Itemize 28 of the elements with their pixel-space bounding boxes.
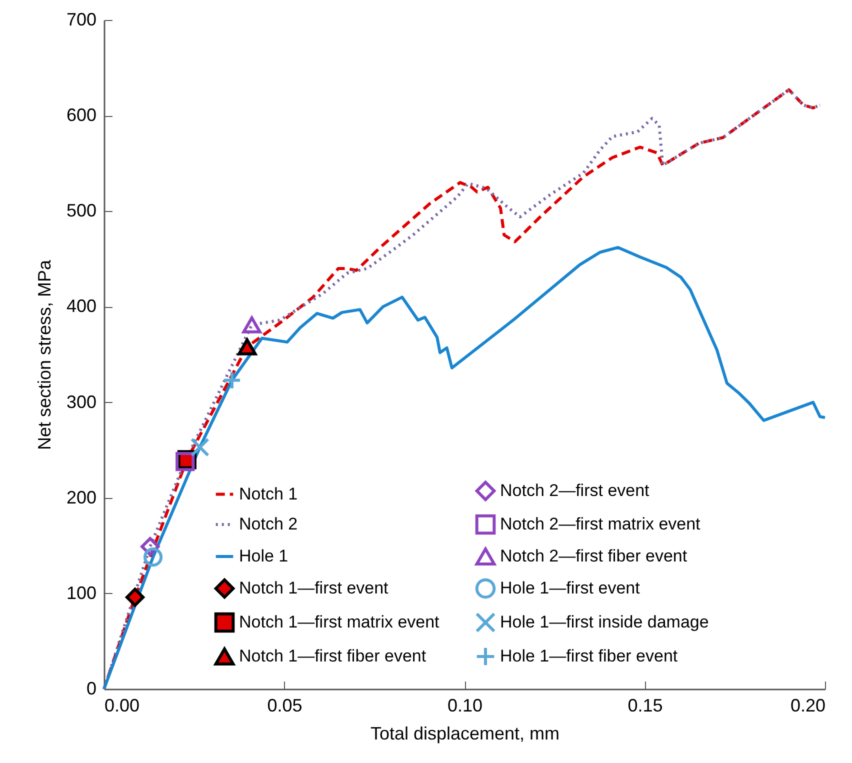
y-tick-label: 700	[66, 10, 96, 30]
y-tick-label: 200	[66, 487, 96, 508]
x-tick-label: 0.20	[790, 696, 826, 716]
x-tick-label: 0.10	[447, 696, 483, 716]
legend-label: Notch 2—first event	[500, 480, 650, 500]
legend-label: Notch 1—first matrix event	[239, 612, 440, 632]
y-tick-label: 300	[66, 392, 96, 412]
x-tick-label: 0.00	[104, 696, 140, 716]
legend-label: Notch 1—first event	[239, 578, 389, 598]
legend-label: Hole 1	[239, 546, 288, 566]
legend-label: Hole 1—first fiber event	[500, 646, 678, 666]
y-tick-label: 400	[66, 296, 96, 316]
legend-label: Notch 1	[239, 484, 298, 504]
legend-label: Notch 2—first matrix event	[500, 514, 701, 534]
y-tick-label: 100	[66, 582, 96, 603]
y-axis-title: Net section stress, MPa	[34, 258, 54, 450]
legend-label: Notch 2	[239, 514, 298, 534]
x-tick-label: 0.15	[628, 696, 663, 716]
line-series	[102, 88, 822, 690]
y-tick-label: 600	[66, 105, 96, 126]
legend-label: Hole 1—first inside damage	[500, 612, 709, 632]
y-tick-label: 0	[86, 678, 96, 698]
legend-label: Notch 2—first fiber event	[500, 546, 688, 566]
legend-label: Notch 1—first fiber event	[239, 646, 426, 666]
x-tick-label: 0.05	[267, 696, 302, 716]
y-tick-label: 500	[66, 200, 96, 221]
x-axis-title: Total displacement, mm	[370, 724, 560, 744]
legend-label: Hole 1—first event	[500, 578, 640, 598]
